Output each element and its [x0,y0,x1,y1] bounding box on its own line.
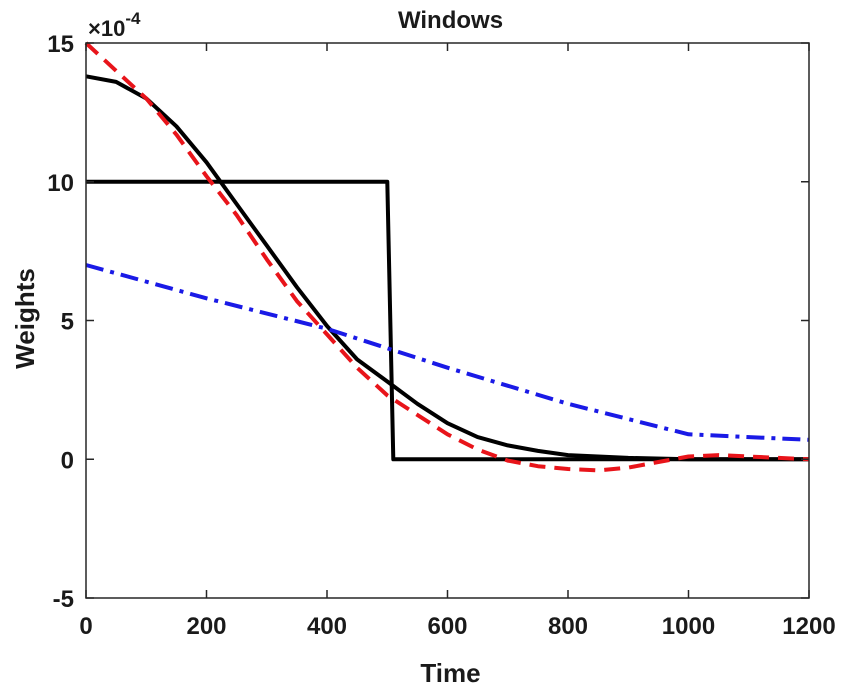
x-tick-label: 800 [548,613,588,640]
y-exponent-base: ×10 [88,16,125,41]
x-tick-label: 200 [186,613,226,640]
series-line-dashdot-blue [85,263,810,442]
x-tick-label: 400 [307,613,347,640]
series-line-solid-black-rect [86,179,809,462]
plot-frame [85,42,810,599]
x-tick-label: 1200 [782,613,835,640]
y-exponent-label: ×10-4 [88,9,141,41]
y-tick-label: -5 [53,586,74,613]
y-axis-title: Weights [10,268,40,369]
y-tick-label: 15 [47,31,74,58]
y-tick-label: 10 [47,170,74,197]
y-tick-label: 5 [61,309,74,336]
y-tick-label: 0 [61,447,74,474]
x-tick-label: 0 [79,613,92,640]
chart-title: Windows [398,7,503,34]
x-tick-label: 600 [427,613,467,640]
x-axis-title: Time [420,658,480,688]
x-tick-label: 1000 [662,613,715,640]
series-line-solid-black-smooth [85,74,809,462]
series-line-dashed-red [84,41,810,473]
y-exponent-power: -4 [125,9,141,28]
series-layer [84,41,810,473]
